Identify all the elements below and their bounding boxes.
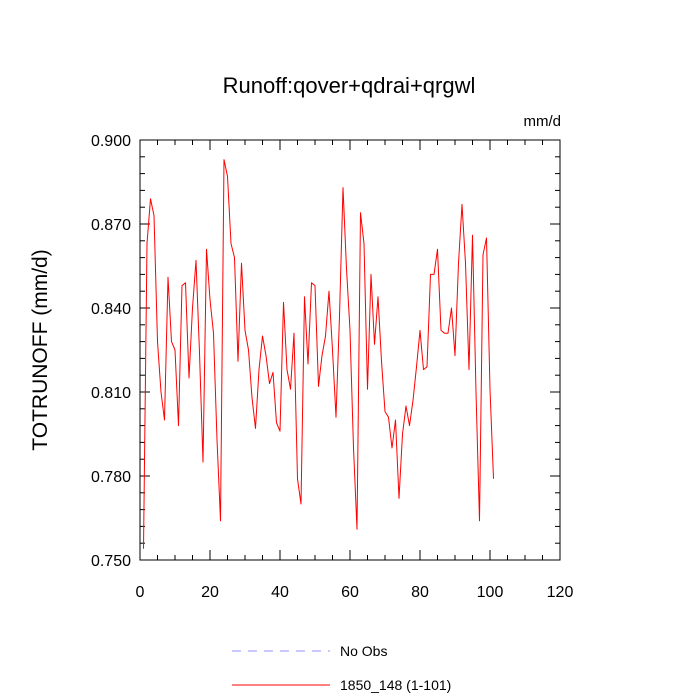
x-tick-label: 120 [547, 584, 574, 601]
y-tick-label: 0.780 [91, 469, 131, 486]
x-tick-label: 80 [411, 584, 429, 601]
y-tick-label: 0.810 [91, 385, 131, 402]
x-tick-label: 40 [271, 584, 289, 601]
series-layer [143, 159, 494, 549]
chart-title: Runoff:qover+qdrai+qrgwl [223, 73, 476, 98]
x-tick-labels: 0 20 40 60 80 100 120 [136, 584, 574, 601]
x-tick-label: 100 [477, 584, 504, 601]
axis-ticks [139, 139, 561, 561]
x-tick-label: 20 [201, 584, 219, 601]
units-label: mm/d [524, 113, 562, 130]
y-tick-label: 0.900 [91, 133, 131, 150]
y-tick-label: 0.870 [91, 217, 131, 234]
y-tick-labels: 0.750 0.780 0.810 0.840 0.870 0.900 [91, 133, 131, 570]
legend: No Obs 1850_148 (1-101) [232, 643, 451, 693]
series-line-1 [143, 159, 494, 549]
x-tick-label: 0 [136, 584, 145, 601]
x-tick-label: 60 [341, 584, 359, 601]
legend-label-1850-148: 1850_148 (1-101) [340, 677, 451, 693]
plot-frame [139, 139, 561, 561]
legend-label-no-obs: No Obs [340, 643, 387, 659]
y-tick-label: 0.840 [91, 301, 131, 318]
y-axis-label: TOTRUNOFF (mm/d) [29, 249, 52, 450]
y-tick-label: 0.750 [91, 553, 131, 570]
